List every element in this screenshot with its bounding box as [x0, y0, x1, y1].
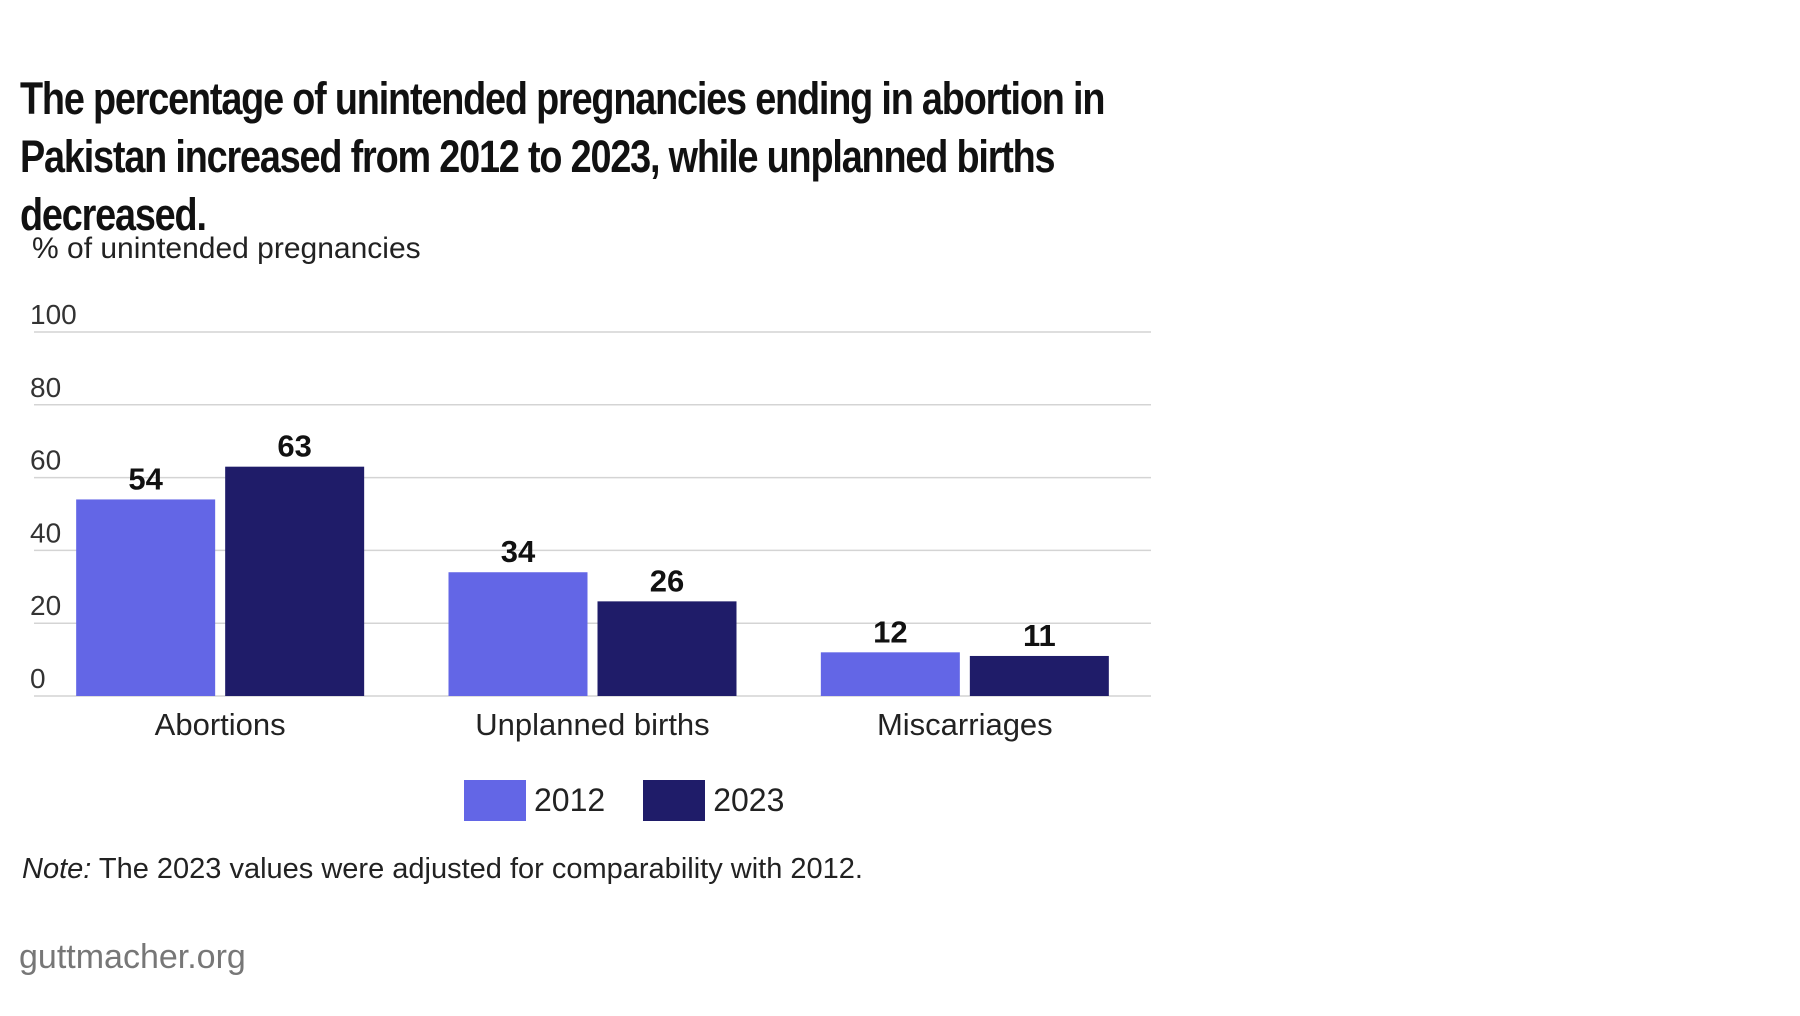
y-axis-ticks: 0 20 40 60 80 100: [30, 299, 77, 694]
y-tick-label-100: 100: [30, 299, 77, 330]
legend-swatch: [643, 780, 706, 821]
grid-lines: [34, 331, 1151, 697]
category-label-miscarriages: Miscarriages: [877, 707, 1053, 742]
y-tick-label-20: 20: [30, 590, 61, 621]
bar-unplanned-births-2023: [597, 601, 737, 696]
source-credit: guttmacher.org: [19, 938, 246, 976]
legend-label: 2012: [534, 782, 606, 818]
y-tick-label-40: 40: [30, 517, 61, 548]
legend-label: 2023: [713, 782, 785, 818]
legend-swatch: [464, 780, 526, 821]
note: Note: The 2023 values were adjusted for …: [22, 853, 863, 886]
legend-item-2012: 2012: [464, 780, 605, 821]
y-tick-label-80: 80: [30, 372, 61, 403]
category-label-abortions: Abortions: [155, 707, 286, 742]
data-label-miscarriages-2012: 12: [873, 614, 907, 649]
y-tick-label-0: 0: [30, 663, 46, 694]
bar-abortions-2012: [76, 499, 216, 696]
bar-miscarriages-2023: [969, 655, 1109, 696]
bar-unplanned-births-2012: [448, 572, 588, 696]
data-label-miscarriages-2023: 11: [1023, 618, 1056, 653]
bar-chart: 0 20 40 60 80 100 54 63 34 26 12 11 Abortions Unpla…: [30, 299, 1151, 742]
y-axis-label: % of unintended pregnancies: [32, 232, 421, 265]
data-label-abortions-2023: 63: [277, 429, 311, 464]
category-labels: Abortions Unplanned births Miscarriages: [155, 707, 1053, 742]
chart-title: The percentage of unintended pregnancies…: [20, 73, 1105, 240]
data-labels: 54 63 34 26 12 11: [128, 429, 1055, 653]
note-label: Note:: [22, 853, 92, 885]
bar-miscarriages-2012: [820, 652, 960, 696]
bar-abortions-2023: [225, 466, 365, 696]
y-tick-label-60: 60: [30, 445, 61, 476]
data-label-abortions-2012: 54: [128, 461, 163, 496]
legend: 2012 2023: [464, 780, 822, 821]
data-label-unplanned-births-2012: 34: [501, 534, 536, 569]
data-label-unplanned-births-2023: 26: [650, 563, 684, 598]
note-text: The 2023 values were adjusted for compar…: [91, 853, 863, 885]
category-label-unplanned-births: Unplanned births: [475, 707, 709, 742]
bars: [76, 466, 1109, 696]
legend-item-2023: 2023: [643, 780, 784, 821]
